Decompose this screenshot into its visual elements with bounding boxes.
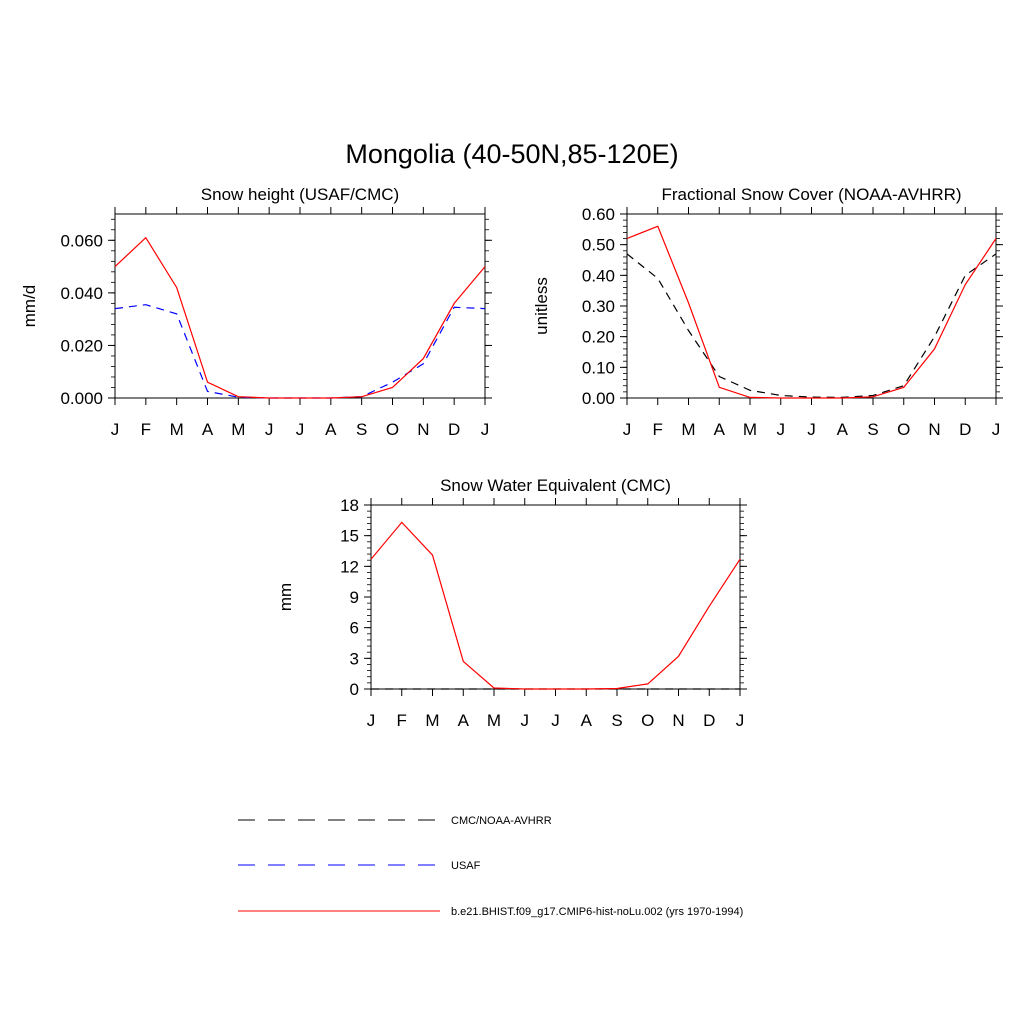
chart-title: Snow Water Equivalent (CMC) bbox=[440, 476, 671, 495]
y-tick-label: 0.60 bbox=[582, 205, 615, 224]
legend-label: USAF bbox=[451, 860, 481, 872]
y-tick-label: 0.040 bbox=[60, 284, 103, 303]
plot-frame bbox=[114, 213, 486, 399]
y-tick-label: 0.020 bbox=[60, 336, 103, 355]
y-tick-label: 0.30 bbox=[582, 297, 615, 316]
x-tick-label: O bbox=[386, 420, 399, 439]
x-tick-label: J bbox=[111, 420, 120, 439]
plot-frame bbox=[370, 504, 741, 690]
x-tick-label: J bbox=[521, 711, 530, 730]
x-tick-label: J bbox=[551, 711, 560, 730]
x-tick-label: N bbox=[417, 420, 429, 439]
x-tick-label: F bbox=[397, 711, 407, 730]
x-tick-label: F bbox=[141, 420, 151, 439]
chart-title: Snow height (USAF/CMC) bbox=[201, 185, 399, 204]
x-tick-label: J bbox=[296, 420, 305, 439]
y-tick-label: 6 bbox=[350, 619, 359, 638]
x-tick-label: D bbox=[448, 420, 460, 439]
x-tick-label: F bbox=[653, 420, 663, 439]
x-tick-label: S bbox=[356, 420, 367, 439]
legend: CMC/NOAA-AVHRR USAF b.e21.BHIST.f09_g17.CM… bbox=[238, 815, 743, 918]
x-tick-label: A bbox=[714, 420, 726, 439]
x-tick-label: O bbox=[641, 711, 654, 730]
series-line bbox=[114, 304, 486, 399]
y-tick-label: 0.00 bbox=[582, 389, 615, 408]
x-tick-label: M bbox=[231, 420, 245, 439]
x-tick-label: O bbox=[897, 420, 910, 439]
y-tick-label: 0.50 bbox=[582, 236, 615, 255]
x-tick-label: A bbox=[837, 420, 849, 439]
x-tick-label: A bbox=[202, 420, 214, 439]
x-tick-label: M bbox=[425, 711, 439, 730]
x-tick-label: J bbox=[992, 420, 1001, 439]
x-tick-label: N bbox=[928, 420, 940, 439]
y-axis-label: mm/d bbox=[20, 285, 39, 328]
x-tick-label: M bbox=[170, 420, 184, 439]
y-tick-label: 0 bbox=[350, 680, 359, 699]
x-tick-label: N bbox=[672, 711, 684, 730]
x-tick-label: J bbox=[367, 711, 376, 730]
x-tick-label: D bbox=[703, 711, 715, 730]
y-tick-label: 9 bbox=[350, 588, 359, 607]
y-tick-label: 0.060 bbox=[60, 231, 103, 250]
x-tick-label: M bbox=[743, 420, 757, 439]
y-axis-label: mm bbox=[276, 583, 295, 611]
x-tick-label: J bbox=[777, 420, 786, 439]
y-axis-label: unitless bbox=[532, 277, 551, 335]
y-tick-label: 3 bbox=[350, 649, 359, 668]
x-tick-label: A bbox=[458, 711, 470, 730]
y-tick-label: 0.000 bbox=[60, 389, 103, 408]
series-line bbox=[370, 521, 741, 690]
x-tick-label: S bbox=[611, 711, 622, 730]
x-tick-label: A bbox=[581, 711, 593, 730]
legend-label: b.e21.BHIST.f09_g17.CMIP6-hist-noLu.002 … bbox=[451, 906, 743, 918]
x-tick-label: J bbox=[265, 420, 274, 439]
plot-frame bbox=[626, 213, 997, 399]
x-tick-label: J bbox=[736, 711, 745, 730]
x-tick-label: J bbox=[481, 420, 490, 439]
y-tick-label: 15 bbox=[340, 527, 359, 546]
x-tick-label: D bbox=[959, 420, 971, 439]
y-tick-label: 0.10 bbox=[582, 358, 615, 377]
series-line bbox=[114, 236, 486, 399]
panel-snow-height: Snow height (USAF/CMC)mm/dJ F M A M J J A S O N D J0… bbox=[20, 185, 492, 439]
y-tick-label: 0.20 bbox=[582, 328, 615, 347]
y-tick-label: 18 bbox=[340, 496, 359, 515]
x-tick-label: J bbox=[623, 420, 632, 439]
figure-title: Mongolia (40-50N,85-120E) bbox=[345, 139, 678, 169]
y-tick-label: 12 bbox=[340, 557, 359, 576]
x-tick-label: J bbox=[807, 420, 816, 439]
panel-snow-water-equivalent: Snow Water Equivalent (CMC)mmJ F M A M J J A S O N… bbox=[276, 476, 747, 730]
legend-label: CMC/NOAA-AVHRR bbox=[451, 815, 552, 827]
y-tick-label: 0.40 bbox=[582, 266, 615, 285]
panel-fractional-snow-cover: Fractional Snow Cover (NOAA-AVHRR) unitle… bbox=[532, 185, 1003, 439]
series-line bbox=[626, 253, 997, 399]
x-tick-label: S bbox=[867, 420, 878, 439]
x-tick-label: M bbox=[487, 711, 501, 730]
series-line bbox=[626, 225, 997, 399]
x-tick-label: M bbox=[681, 420, 695, 439]
x-tick-label: A bbox=[325, 420, 337, 439]
chart-title: Fractional Snow Cover (NOAA-AVHRR) bbox=[661, 185, 961, 204]
